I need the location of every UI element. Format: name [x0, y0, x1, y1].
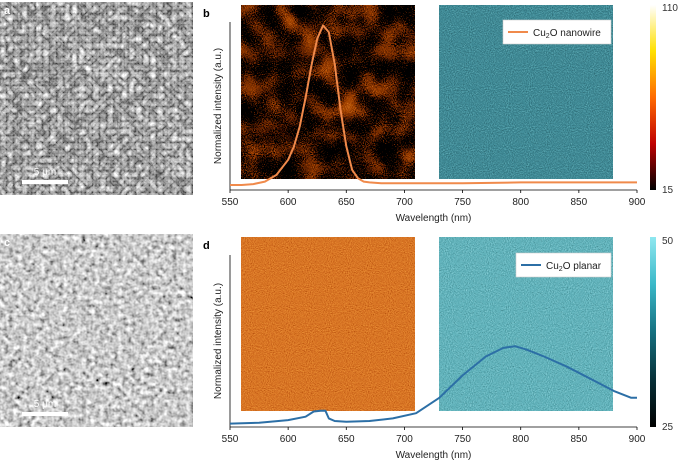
panel-a: a 5 μm	[0, 2, 193, 195]
chart-b-x-tick-label: 750	[454, 197, 471, 208]
chart-b-axes: 550 600 650 700 750 800 850 900 Wavelength (nm) N…	[213, 22, 646, 224]
chart-d-x-tick-label: 850	[571, 434, 588, 445]
legend-d: Cu2O planar	[515, 252, 612, 278]
colorbar-bottom-min: 25	[662, 422, 674, 433]
chart-d-x-tick-label: 650	[338, 434, 355, 445]
legend-d-suffix: O planar	[563, 261, 602, 272]
colorbar-top: 110 15	[650, 3, 678, 196]
panel-b: b 550 600 650 700 750 800 850 900 Wavelength (nm…	[203, 3, 678, 224]
chart-d-x-tick-label: 600	[280, 434, 297, 445]
scale-bar-a	[22, 180, 68, 184]
legend-b-suffix: O nanowire	[550, 28, 602, 39]
scale-bar-c	[22, 412, 68, 416]
chart-d-x-tick-label: 700	[396, 434, 413, 445]
chart-d-x-tick-label: 550	[222, 434, 239, 445]
colorbar-bottom-max: 50	[662, 236, 674, 247]
chart-d-plot	[229, 345, 637, 425]
scale-bar-label-c: 5 μm	[34, 399, 56, 410]
pl-map-planar-red	[241, 237, 415, 411]
scale-bar-label-a: 5 μm	[34, 167, 56, 178]
panel-label-d: d	[203, 240, 210, 252]
chart-d-x-label: Wavelength (nm)	[396, 450, 472, 461]
chart-b-plot	[230, 24, 637, 186]
legend-d-label: Cu2O planar	[546, 261, 602, 273]
legend-d-sub: 2	[559, 266, 563, 273]
chart-b-y-label: Normalized intensity (a.u.)	[213, 48, 224, 164]
chart-b-series-line	[230, 24, 637, 186]
colorbar-top-bar	[650, 5, 656, 190]
pl-map-nanowire-orange	[241, 5, 415, 179]
panel-label-b: b	[203, 8, 210, 20]
panel-label-c: c	[4, 237, 10, 249]
legend-d-prefix: Cu	[546, 261, 559, 272]
legend-b: Cu2O nanowire	[502, 19, 612, 45]
chart-b-x-tick-label: 700	[396, 197, 413, 208]
chart-b-x-label: Wavelength (nm)	[396, 213, 472, 224]
chart-d-y-label: Normalized intensity (a.u.)	[213, 283, 224, 399]
chart-b-x-tick-label: 900	[629, 197, 646, 208]
sem-image-nanowire	[0, 2, 193, 195]
chart-b-x-tick-label: 600	[280, 197, 297, 208]
chart-d-x-tick-label: 750	[454, 434, 471, 445]
panel-label-a: a	[4, 5, 11, 17]
chart-b-x-tick-label: 550	[222, 197, 239, 208]
chart-d-x-tick-label: 900	[629, 434, 646, 445]
colorbar-bottom: 50 25	[650, 236, 674, 433]
chart-d-x-tick-label: 800	[512, 434, 529, 445]
legend-b-label: Cu2O nanowire	[533, 28, 601, 40]
chart-b-x-tick-label: 800	[512, 197, 529, 208]
panel-d: d 550 600 650 700 750 800 850 900 Wavelength (nm…	[203, 236, 674, 461]
chart-b-x-tick-label: 650	[338, 197, 355, 208]
chart-b-x-tick-label: 850	[571, 197, 588, 208]
legend-b-sub: 2	[546, 33, 550, 40]
colorbar-bottom-bar	[650, 237, 656, 427]
colorbar-top-min: 15	[662, 185, 674, 196]
chart-d-axes: 550 600 650 700 750 800 850 900 Wavelength (nm) N…	[213, 255, 646, 461]
panel-c: c 5 μm	[0, 234, 193, 427]
legend-b-prefix: Cu	[533, 28, 546, 39]
colorbar-top-max: 110	[662, 3, 678, 14]
chart-d-series-line	[229, 345, 637, 425]
sem-image-planar	[0, 234, 193, 427]
